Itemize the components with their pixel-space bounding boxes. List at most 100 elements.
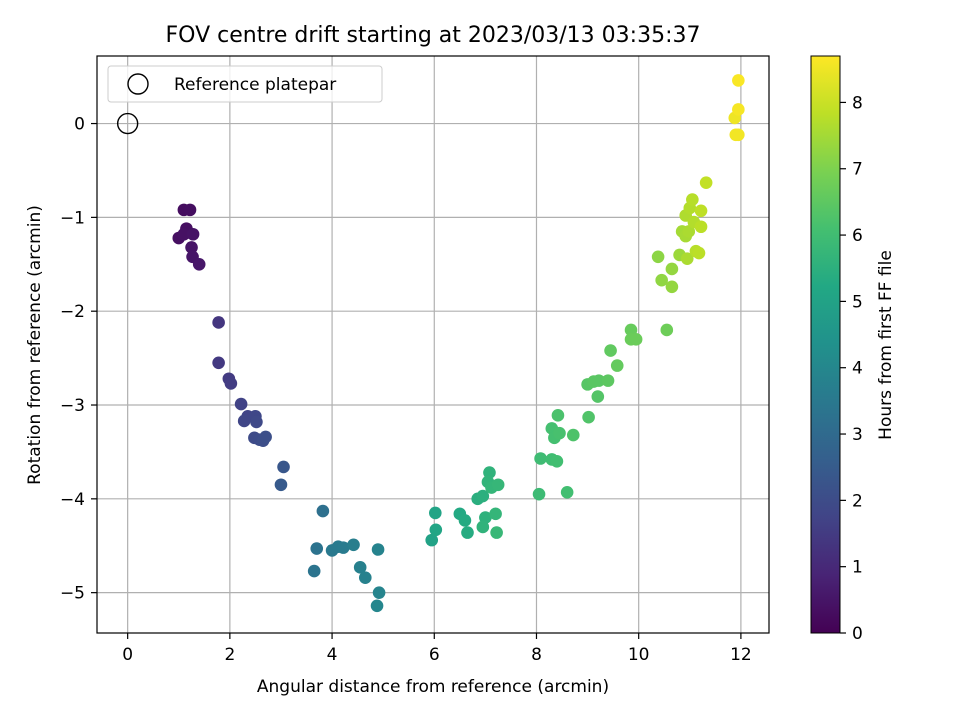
x-axis-label: Angular distance from reference (arcmin): [257, 677, 609, 697]
colorbar-ticks: 0 1 2 3 4 5 6 7 8: [840, 93, 863, 644]
data-point: [686, 193, 699, 206]
data-point: [629, 333, 643, 346]
data-point: [665, 280, 679, 294]
y-axis-label: Rotation from reference (arcmin): [25, 205, 45, 485]
x-tick-label: 12: [730, 645, 752, 665]
data-point: [259, 430, 272, 444]
data-point: [370, 599, 384, 613]
data-point: [316, 504, 330, 518]
legend: Reference platepar: [107, 65, 383, 103]
x-tick-label: 2: [224, 645, 235, 665]
data-point: [694, 204, 708, 218]
data-point: [692, 246, 706, 260]
data-point: [347, 538, 360, 552]
data-point: [682, 225, 696, 238]
y-tick-label: −4: [60, 490, 85, 510]
data-point: [234, 397, 248, 411]
data-point: [491, 478, 505, 492]
data-point: [680, 252, 694, 265]
data-point: [429, 523, 443, 537]
data-point: [665, 262, 679, 276]
data-point: [483, 466, 496, 479]
data-point: [694, 220, 708, 234]
data-point: [560, 485, 574, 499]
colorbar-tick-label: 8: [852, 93, 863, 113]
y-tick-label: −2: [60, 302, 85, 322]
data-point: [610, 359, 624, 372]
data-point: [604, 344, 617, 357]
scatter-points: [116, 74, 745, 613]
data-point: [532, 487, 546, 501]
x-tick-label: 8: [531, 645, 542, 665]
data-point: [461, 526, 474, 539]
data-point: [534, 452, 547, 465]
x-tick-label: 6: [429, 645, 440, 665]
legend-label-reference: Reference platepar: [174, 75, 336, 95]
data-point: [372, 586, 386, 599]
data-point: [425, 533, 439, 547]
data-point: [476, 489, 490, 503]
colorbar-tick-label: 4: [852, 359, 863, 379]
data-point: [582, 410, 595, 424]
data-point: [655, 273, 668, 287]
data-point: [732, 103, 745, 116]
data-point: [212, 356, 225, 370]
data-point: [185, 241, 198, 254]
data-point: [490, 526, 503, 539]
data-point: [476, 520, 490, 534]
data-point: [183, 203, 197, 217]
data-point: [624, 323, 638, 337]
data-point: [660, 323, 674, 337]
x-tick-label: 4: [327, 645, 338, 665]
data-point: [458, 514, 472, 527]
colorbar-tick-label: 3: [852, 425, 863, 445]
data-point: [237, 414, 251, 428]
data-point: [307, 564, 321, 578]
data-point: [250, 415, 263, 429]
data-point: [358, 571, 372, 584]
y-tick-label: −3: [60, 396, 85, 416]
data-point: [186, 227, 200, 241]
data-point: [592, 374, 606, 387]
data-point: [601, 374, 615, 387]
colorbar-tick-label: 0: [852, 624, 863, 644]
data-point: [337, 541, 350, 554]
y-tick-label: −5: [60, 584, 85, 604]
x-tick-label: 10: [628, 645, 650, 665]
data-point: [651, 250, 665, 264]
data-point: [224, 377, 238, 390]
colorbar: 0 1 2 3 4 5 6 7 8 Hours from first FF file: [810, 55, 896, 644]
data-point: [550, 455, 564, 468]
data-point: [274, 478, 288, 492]
plot-frame: [96, 55, 770, 634]
data-point: [699, 176, 713, 189]
colorbar-tick-label: 5: [852, 292, 863, 312]
data-point: [212, 316, 225, 329]
y-tick-label: 0: [74, 115, 85, 135]
colorbar-tick-label: 2: [852, 491, 863, 511]
x-tick-label: 0: [122, 645, 133, 665]
colorbar-tick-label: 7: [852, 160, 863, 180]
colorbar-label: Hours from first FF file: [876, 250, 896, 440]
grid-lines: [97, 56, 769, 633]
y-tick-label: −1: [60, 208, 85, 228]
colorbar-gradient: [810, 55, 841, 634]
chart-title: FOV centre drift starting at 2023/03/13 …: [166, 23, 701, 48]
data-point: [732, 74, 745, 87]
axis-ticks: 0 2 4 6 8 10 12 0 −1 −2 −3 −4 −5: [60, 115, 752, 665]
data-point: [353, 561, 367, 574]
legend-frame: [107, 65, 383, 103]
legend-marker-reference: [127, 73, 149, 95]
colorbar-tick-label: 1: [852, 558, 863, 578]
data-point: [591, 390, 605, 403]
data-point: [732, 128, 745, 142]
data-point: [177, 227, 191, 241]
colorbar-tick-label: 6: [852, 226, 863, 246]
data-point: [489, 507, 502, 521]
data-point: [428, 506, 442, 520]
data-point: [553, 426, 566, 440]
data-point: [566, 428, 580, 442]
data-point: [192, 257, 206, 271]
data-point: [371, 543, 385, 556]
